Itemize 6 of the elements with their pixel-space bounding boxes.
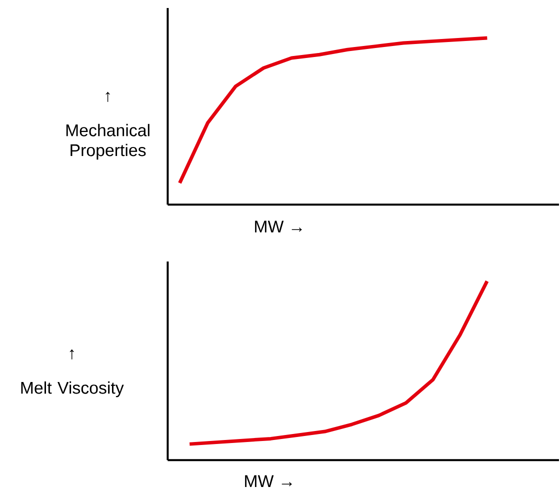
y-axis-title: Melt Viscosity <box>21 382 124 398</box>
x-axis-title: MW → <box>255 220 302 233</box>
text: ↑ <box>70 350 74 360</box>
text: ↑ <box>106 92 110 102</box>
y-axis-title: Mechanical Properties <box>66 124 150 160</box>
x-axis-title: MW → <box>245 476 292 488</box>
